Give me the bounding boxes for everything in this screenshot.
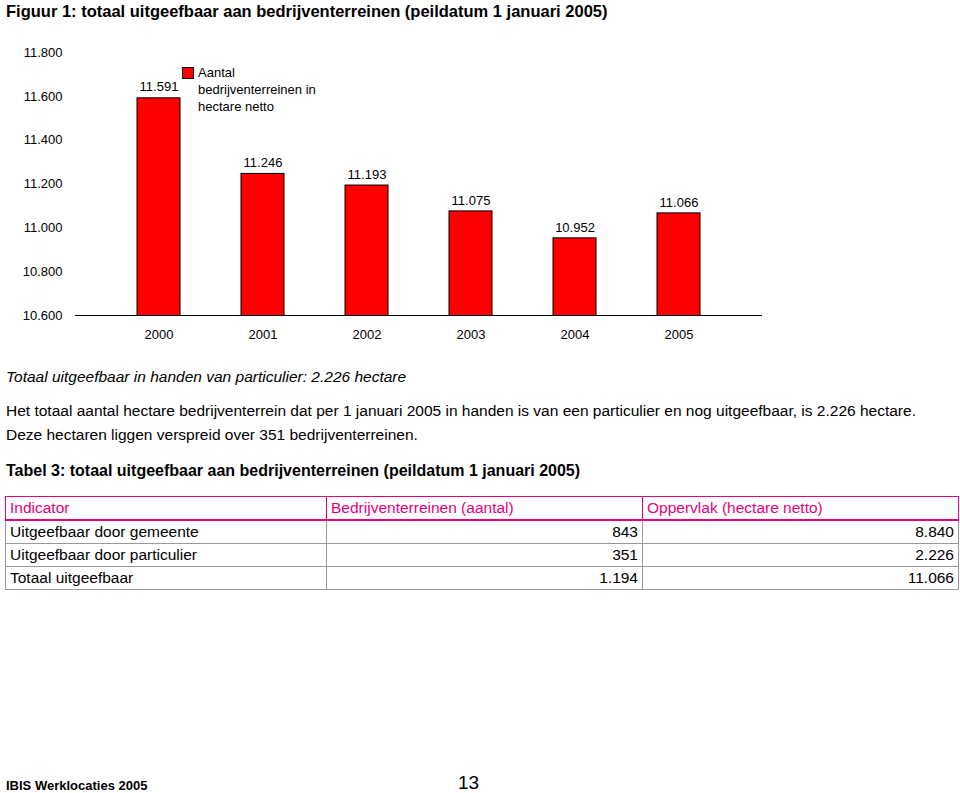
svg-text:2002: 2002 bbox=[353, 327, 382, 342]
html-text:Oppervlak (hectare netto): Oppervlak (hectare netto) bbox=[647, 499, 823, 516]
svg-text:11.800: 11.800 bbox=[24, 45, 63, 60]
svg-text:11.200: 11.200 bbox=[24, 176, 63, 191]
html-text:11.066: 11.066 bbox=[907, 569, 954, 586]
html-text:351: 351 bbox=[612, 546, 638, 563]
html-text:Indicator: Indicator bbox=[10, 499, 70, 516]
html-text:Tabel 3: totaal uitgeefbaar aa: Tabel 3: totaal uitgeefbaar aan bedrijve… bbox=[6, 462, 581, 479]
svg-text:11.591: 11.591 bbox=[140, 79, 179, 94]
html-text:1.194: 1.194 bbox=[599, 569, 638, 586]
svg-text:2001: 2001 bbox=[249, 327, 278, 342]
html-text:Figuur 1: totaal uitgeefbaar a: Figuur 1: totaal uitgeefbaar aan bedrijv… bbox=[6, 2, 608, 20]
html-text:13: 13 bbox=[458, 772, 480, 793]
html-text:Uitgeefbaar door particulier: Uitgeefbaar door particulier bbox=[10, 546, 197, 563]
html-text:Bedrijventerreinen (aantal): Bedrijventerreinen (aantal) bbox=[331, 499, 514, 516]
svg-text:11.075: 11.075 bbox=[452, 193, 491, 208]
svg-text:11.246: 11.246 bbox=[244, 155, 283, 170]
svg-text:11.066: 11.066 bbox=[660, 195, 699, 210]
html-text:Het totaal aantal hectare bedr: Het totaal aantal hectare bedrijventerre… bbox=[6, 402, 916, 443]
html-text:IBIS Werklocaties 2005: IBIS Werklocaties 2005 bbox=[6, 778, 148, 793]
html-text:Totaal uitgeefbaar: Totaal uitgeefbaar bbox=[10, 569, 134, 586]
html-text:2.226: 2.226 bbox=[915, 546, 954, 563]
html-text:Totaal uitgeefbaar in handen v: Totaal uitgeefbaar in handen van particu… bbox=[6, 368, 407, 385]
html-text:843: 843 bbox=[612, 523, 638, 540]
html-text:Aantal bedrijventerreinen in h: Aantal bedrijventerreinen in hectare net… bbox=[198, 65, 316, 114]
svg-text:2004: 2004 bbox=[561, 327, 590, 342]
svg-text:2005: 2005 bbox=[665, 327, 694, 342]
svg-text:10.800: 10.800 bbox=[23, 264, 63, 279]
svg-text:10.952: 10.952 bbox=[555, 220, 595, 235]
svg-text:11.400: 11.400 bbox=[24, 132, 63, 147]
html-text:8.840: 8.840 bbox=[915, 523, 954, 540]
svg-text:2000: 2000 bbox=[145, 327, 174, 342]
html-text:Uitgeefbaar door gemeente: Uitgeefbaar door gemeente bbox=[10, 523, 199, 540]
svg-text:11.193: 11.193 bbox=[348, 167, 387, 182]
svg-text:11.000: 11.000 bbox=[24, 220, 63, 235]
svg-text:11.600: 11.600 bbox=[24, 88, 63, 103]
svg-text:10.600: 10.600 bbox=[23, 308, 63, 323]
svg-text:2003: 2003 bbox=[457, 327, 486, 342]
